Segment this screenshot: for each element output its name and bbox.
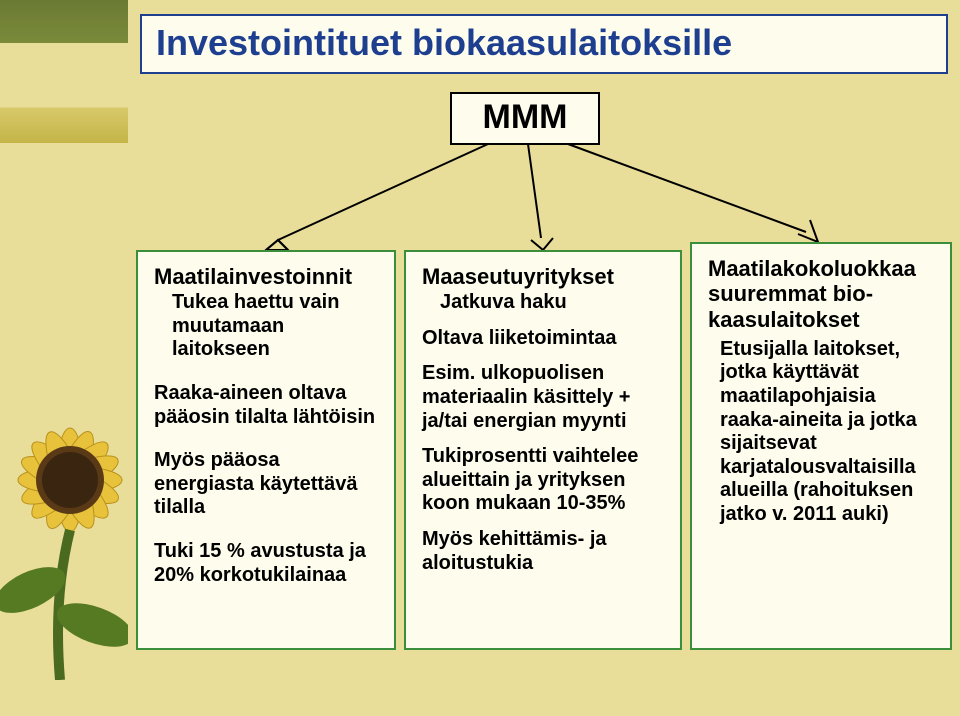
col1-heading: Maatilainvestoinnit [154,264,378,289]
column-left: Maatilainvestoinnit Tukea haettu vain mu… [136,250,396,650]
col3-h3: kaasulaitokset [708,307,934,332]
column-right: Maatilakokoluokkaa suuremmat bio- kaasul… [690,242,952,650]
col2-p2: Oltava liiketoimintaa [422,327,664,351]
col1-p3: Myös pääosa energiasta käytettävä tilall… [154,449,378,520]
col3-h1: Maatilakokoluokkaa [708,256,934,281]
col2-p3: Esim. ulkopuolisen materiaalin käsittely… [422,362,664,433]
col1-sub: Tukea haettu vain muutamaan laitokseen [172,291,378,362]
title-box: Investointituet biokaasulaitoksille [140,14,948,74]
col1-p4: Tuki 15 % avustusta ja 20% korkotukilain… [154,540,378,587]
col1-p2: Raaka-aineen oltava pääosin tilalta läht… [154,382,378,429]
decorative-sidebar [0,0,128,716]
col3-body: Etusijalla laitokset, jotka käyttävät ma… [720,338,934,527]
col2-heading: Maaseutuyritykset [422,264,664,289]
col2-p5: Myös kehittämis- ja aloitustukia [422,528,664,575]
col2-sub: Jatkuva haku [440,291,664,315]
slide-title: Investointituet biokaasulaitoksille [156,22,932,64]
col3-h2: suuremmat bio- [708,281,934,306]
center-box: MMM [450,92,600,145]
col2-p4: Tukiprosentti vaihtelee alueittain ja yr… [422,445,664,516]
column-middle: Maaseutuyritykset Jatkuva haku Oltava li… [404,250,682,650]
slide-content: Investointituet biokaasulaitoksille MMM … [128,0,960,716]
center-box-label: MMM [452,98,598,137]
